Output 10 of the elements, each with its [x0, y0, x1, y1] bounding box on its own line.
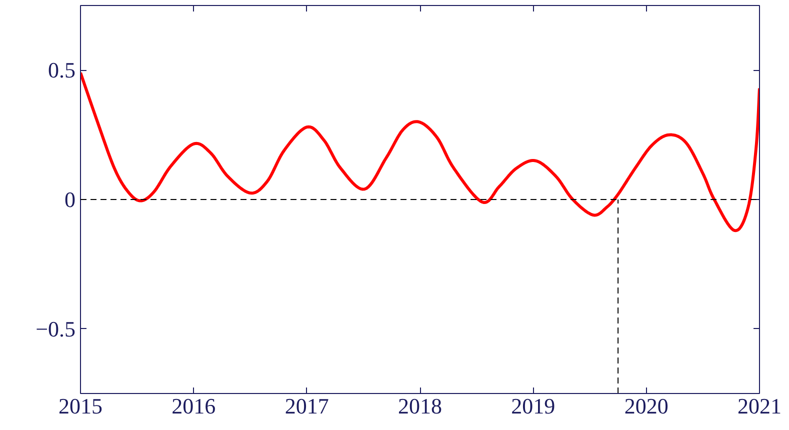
y-tick-label: −0.5	[36, 316, 76, 342]
x-tick-label: 2020	[624, 394, 668, 418]
x-tick-label: 2019	[511, 394, 556, 418]
x-tick-label: 2017	[284, 394, 329, 418]
y-tick-label: 0	[64, 187, 76, 212]
x-tick-label: 2015	[58, 394, 102, 418]
x-tick-label: 2021	[738, 394, 782, 418]
x-tick-label: 2016	[172, 394, 216, 418]
x-tick-label: 2018	[398, 394, 442, 418]
y-tick-label: 0.5	[48, 58, 76, 83]
